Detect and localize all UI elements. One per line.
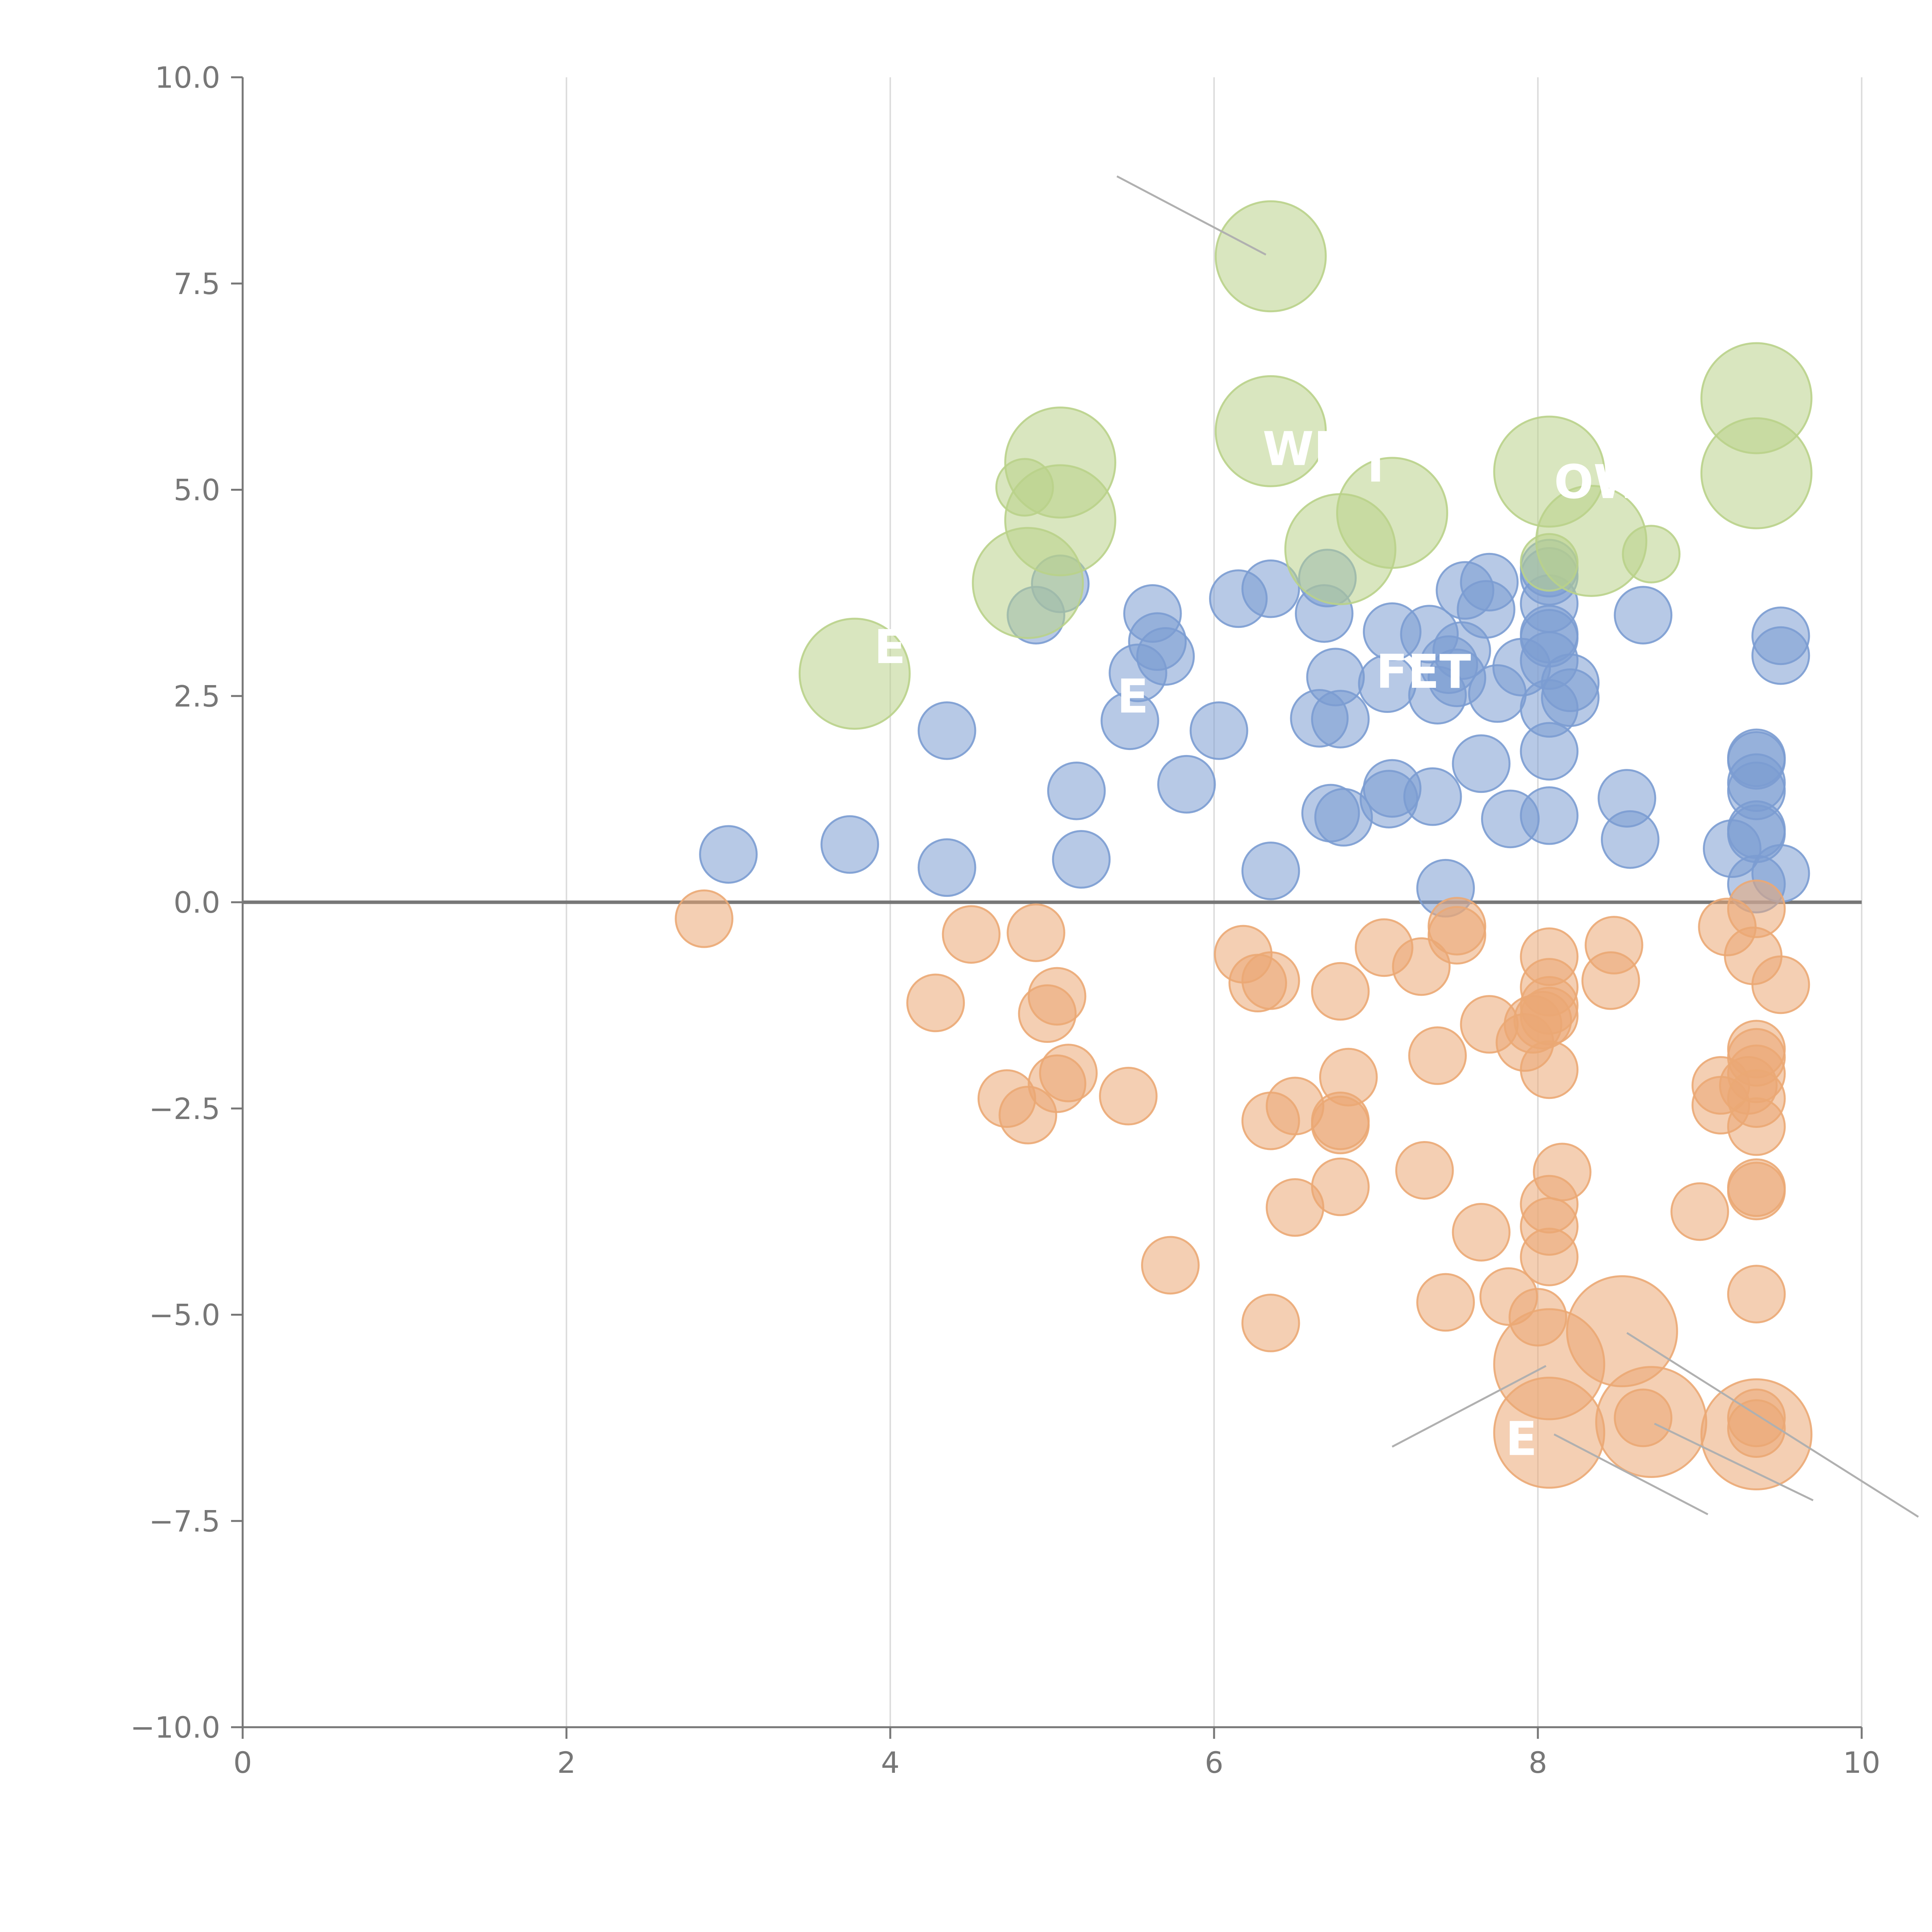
point-orange-30	[1427, 906, 1486, 965]
point-blue-2	[917, 701, 976, 760]
y-tick-label: 7.5	[173, 267, 220, 301]
point-blue-53	[1541, 668, 1600, 727]
point-green-5	[1214, 200, 1327, 313]
point-orange-22	[1311, 1157, 1370, 1216]
point-orange-56	[1727, 879, 1786, 938]
point-blue-56	[1614, 586, 1673, 645]
annotation-label-5: FET	[1376, 645, 1471, 699]
y-tick-label: −2.5	[149, 1092, 220, 1126]
point-orange-63	[1727, 1162, 1786, 1221]
annotation-label-4: E	[1117, 670, 1149, 724]
x-axis-ticks: 0 2 4 6 8 10	[233, 1727, 1881, 1780]
leader-line-4	[1553, 1433, 1709, 1515]
leader-line-0	[1116, 175, 1267, 256]
data-points	[675, 200, 1813, 1491]
point-green-8	[1336, 457, 1448, 569]
x-tick-label: 0	[233, 1745, 252, 1780]
point-orange-45	[1520, 1228, 1579, 1286]
point-blue-7	[1052, 830, 1111, 889]
annotation-label-1: T	[1360, 439, 1391, 493]
y-tick-label: 2.5	[173, 679, 220, 713]
leader-line-3	[1654, 1423, 1814, 1502]
leader-line-2	[1626, 1332, 1919, 1518]
point-orange-71	[1595, 1366, 1708, 1478]
annotation-label-3: E	[874, 621, 906, 674]
x-tick-label: 6	[1205, 1745, 1223, 1780]
annotation-label-2: OW	[1554, 456, 1645, 509]
x-tick-label: 4	[881, 1745, 900, 1780]
point-orange-9	[1039, 1044, 1098, 1102]
point-orange-16	[1241, 1294, 1300, 1352]
leader-lines	[1116, 175, 1919, 1518]
leader-line-1	[1391, 1365, 1547, 1448]
point-blue-30	[1403, 767, 1462, 826]
point-orange-2	[942, 905, 1001, 964]
y-tick-label: −7.5	[149, 1504, 220, 1538]
point-blue-66	[1751, 626, 1810, 685]
point-orange-46	[1533, 1143, 1592, 1201]
annotation-label-6: E	[1505, 1412, 1537, 1466]
y-tick-label: −10.0	[130, 1710, 220, 1745]
point-blue-50	[1520, 722, 1579, 781]
point-blue-55	[1601, 810, 1660, 869]
point-green-4	[1004, 464, 1116, 577]
point-orange-48	[1585, 916, 1643, 975]
point-orange-23	[1319, 1048, 1378, 1107]
point-orange-50	[1670, 1182, 1729, 1241]
x-tick-label: 10	[1843, 1745, 1881, 1780]
annotation-label-0: WE	[1263, 422, 1345, 476]
point-orange-19	[1311, 962, 1370, 1021]
point-blue-6	[1047, 761, 1106, 820]
point-blue-39	[1460, 553, 1519, 612]
point-orange-7	[1027, 967, 1087, 1026]
y-axis-ticks: 10.0 7.5 5.0 2.5 0.0 −2.5 −5.0 −7.5 −10.0	[130, 60, 243, 1745]
point-green-12	[1622, 525, 1681, 583]
y-tick-label: 10.0	[155, 60, 220, 95]
x-tick-label: 2	[557, 1745, 576, 1780]
point-green-6	[1214, 375, 1327, 487]
point-orange-41	[1520, 986, 1579, 1046]
point-orange-61	[1727, 1097, 1786, 1156]
point-green-0	[798, 617, 911, 730]
point-blue-0	[699, 825, 758, 884]
y-tick-label: −5.0	[149, 1298, 220, 1332]
point-blue-13	[1157, 755, 1216, 814]
point-orange-14	[1241, 951, 1300, 1010]
point-orange-64	[1727, 1265, 1786, 1323]
point-orange-1	[906, 973, 965, 1032]
point-orange-27	[1408, 1026, 1467, 1085]
point-blue-37	[1452, 734, 1511, 793]
point-blue-51	[1520, 786, 1579, 845]
point-blue-23	[1311, 690, 1370, 748]
point-blue-16	[1241, 559, 1300, 618]
point-orange-42	[1520, 1040, 1579, 1099]
point-blue-12	[1136, 627, 1195, 686]
point-orange-11	[1141, 1236, 1200, 1295]
point-blue-3	[917, 838, 976, 897]
point-blue-17	[1241, 842, 1300, 900]
point-blue-14	[1189, 701, 1248, 760]
point-green-14	[1700, 417, 1813, 529]
point-orange-67	[1751, 955, 1810, 1014]
point-orange-5	[1007, 903, 1065, 962]
point-orange-0	[675, 889, 733, 948]
point-orange-10	[1099, 1066, 1158, 1126]
point-orange-26	[1395, 1141, 1454, 1200]
point-orange-31	[1452, 1203, 1511, 1262]
point-labels: WE T OW E E FET E	[874, 422, 1645, 1466]
x-tick-label: 8	[1529, 1745, 1547, 1780]
y-tick-label: 5.0	[173, 473, 220, 507]
y-tick-label: 0.0	[173, 885, 220, 920]
point-orange-28	[1416, 1273, 1475, 1332]
point-blue-1	[820, 815, 879, 874]
point-orange-72	[1700, 1378, 1813, 1491]
axes	[242, 77, 1862, 1728]
